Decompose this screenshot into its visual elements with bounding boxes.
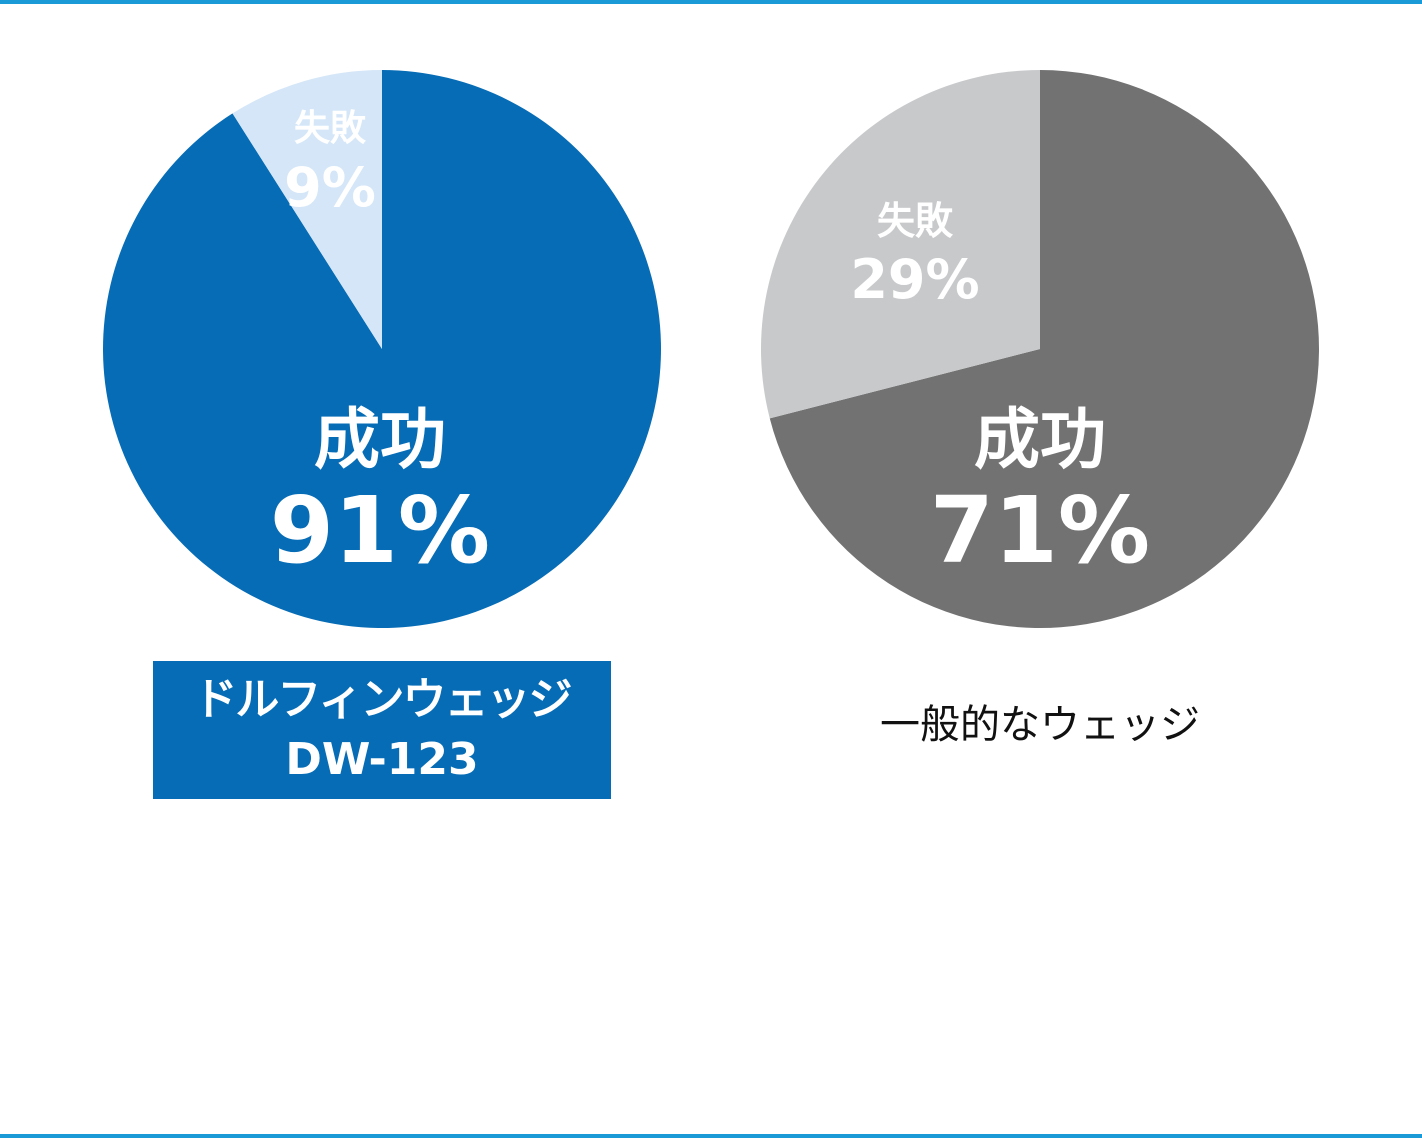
pie-generic: 失敗 29% 成功 71% [761, 70, 1319, 629]
pie-slice-dw-success [102, 70, 661, 628]
pie-slice-generic-success [769, 70, 1319, 629]
dw-fail-value-label: 9% [284, 156, 376, 219]
dw123-title-line2: DW-123 [285, 734, 479, 785]
generic-title: 一般的なウェッジ [880, 702, 1200, 748]
dw-fail-name-label: 失敗 [294, 108, 367, 149]
generic-success-value-label: 71% [930, 477, 1150, 584]
dw-success-value-label: 91% [270, 477, 490, 584]
dw-success-name-label: 成功 [314, 401, 446, 478]
pie-slice-generic-fail [761, 70, 1040, 419]
pie-slice-dw-fail [232, 70, 382, 349]
dw123-title-line1: ドルフィンウェッジ [193, 674, 572, 725]
generic-fail-name-label: 失敗 [877, 199, 954, 243]
generic-fail-value-label: 29% [850, 248, 979, 311]
dw123-title-box: ドルフィンウェッジ DW-123 [153, 661, 611, 799]
top-rule [0, 0, 1422, 4]
generic-success-name-label: 成功 [974, 401, 1106, 478]
pie-dw123: 失敗 9% 成功 91% [102, 70, 661, 628]
bottom-rule [0, 1134, 1422, 1138]
